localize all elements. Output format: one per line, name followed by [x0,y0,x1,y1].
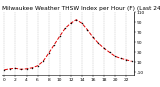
Text: Milwaukee Weather THSW Index per Hour (F) (Last 24 Hours): Milwaukee Weather THSW Index per Hour (F… [2,6,160,11]
